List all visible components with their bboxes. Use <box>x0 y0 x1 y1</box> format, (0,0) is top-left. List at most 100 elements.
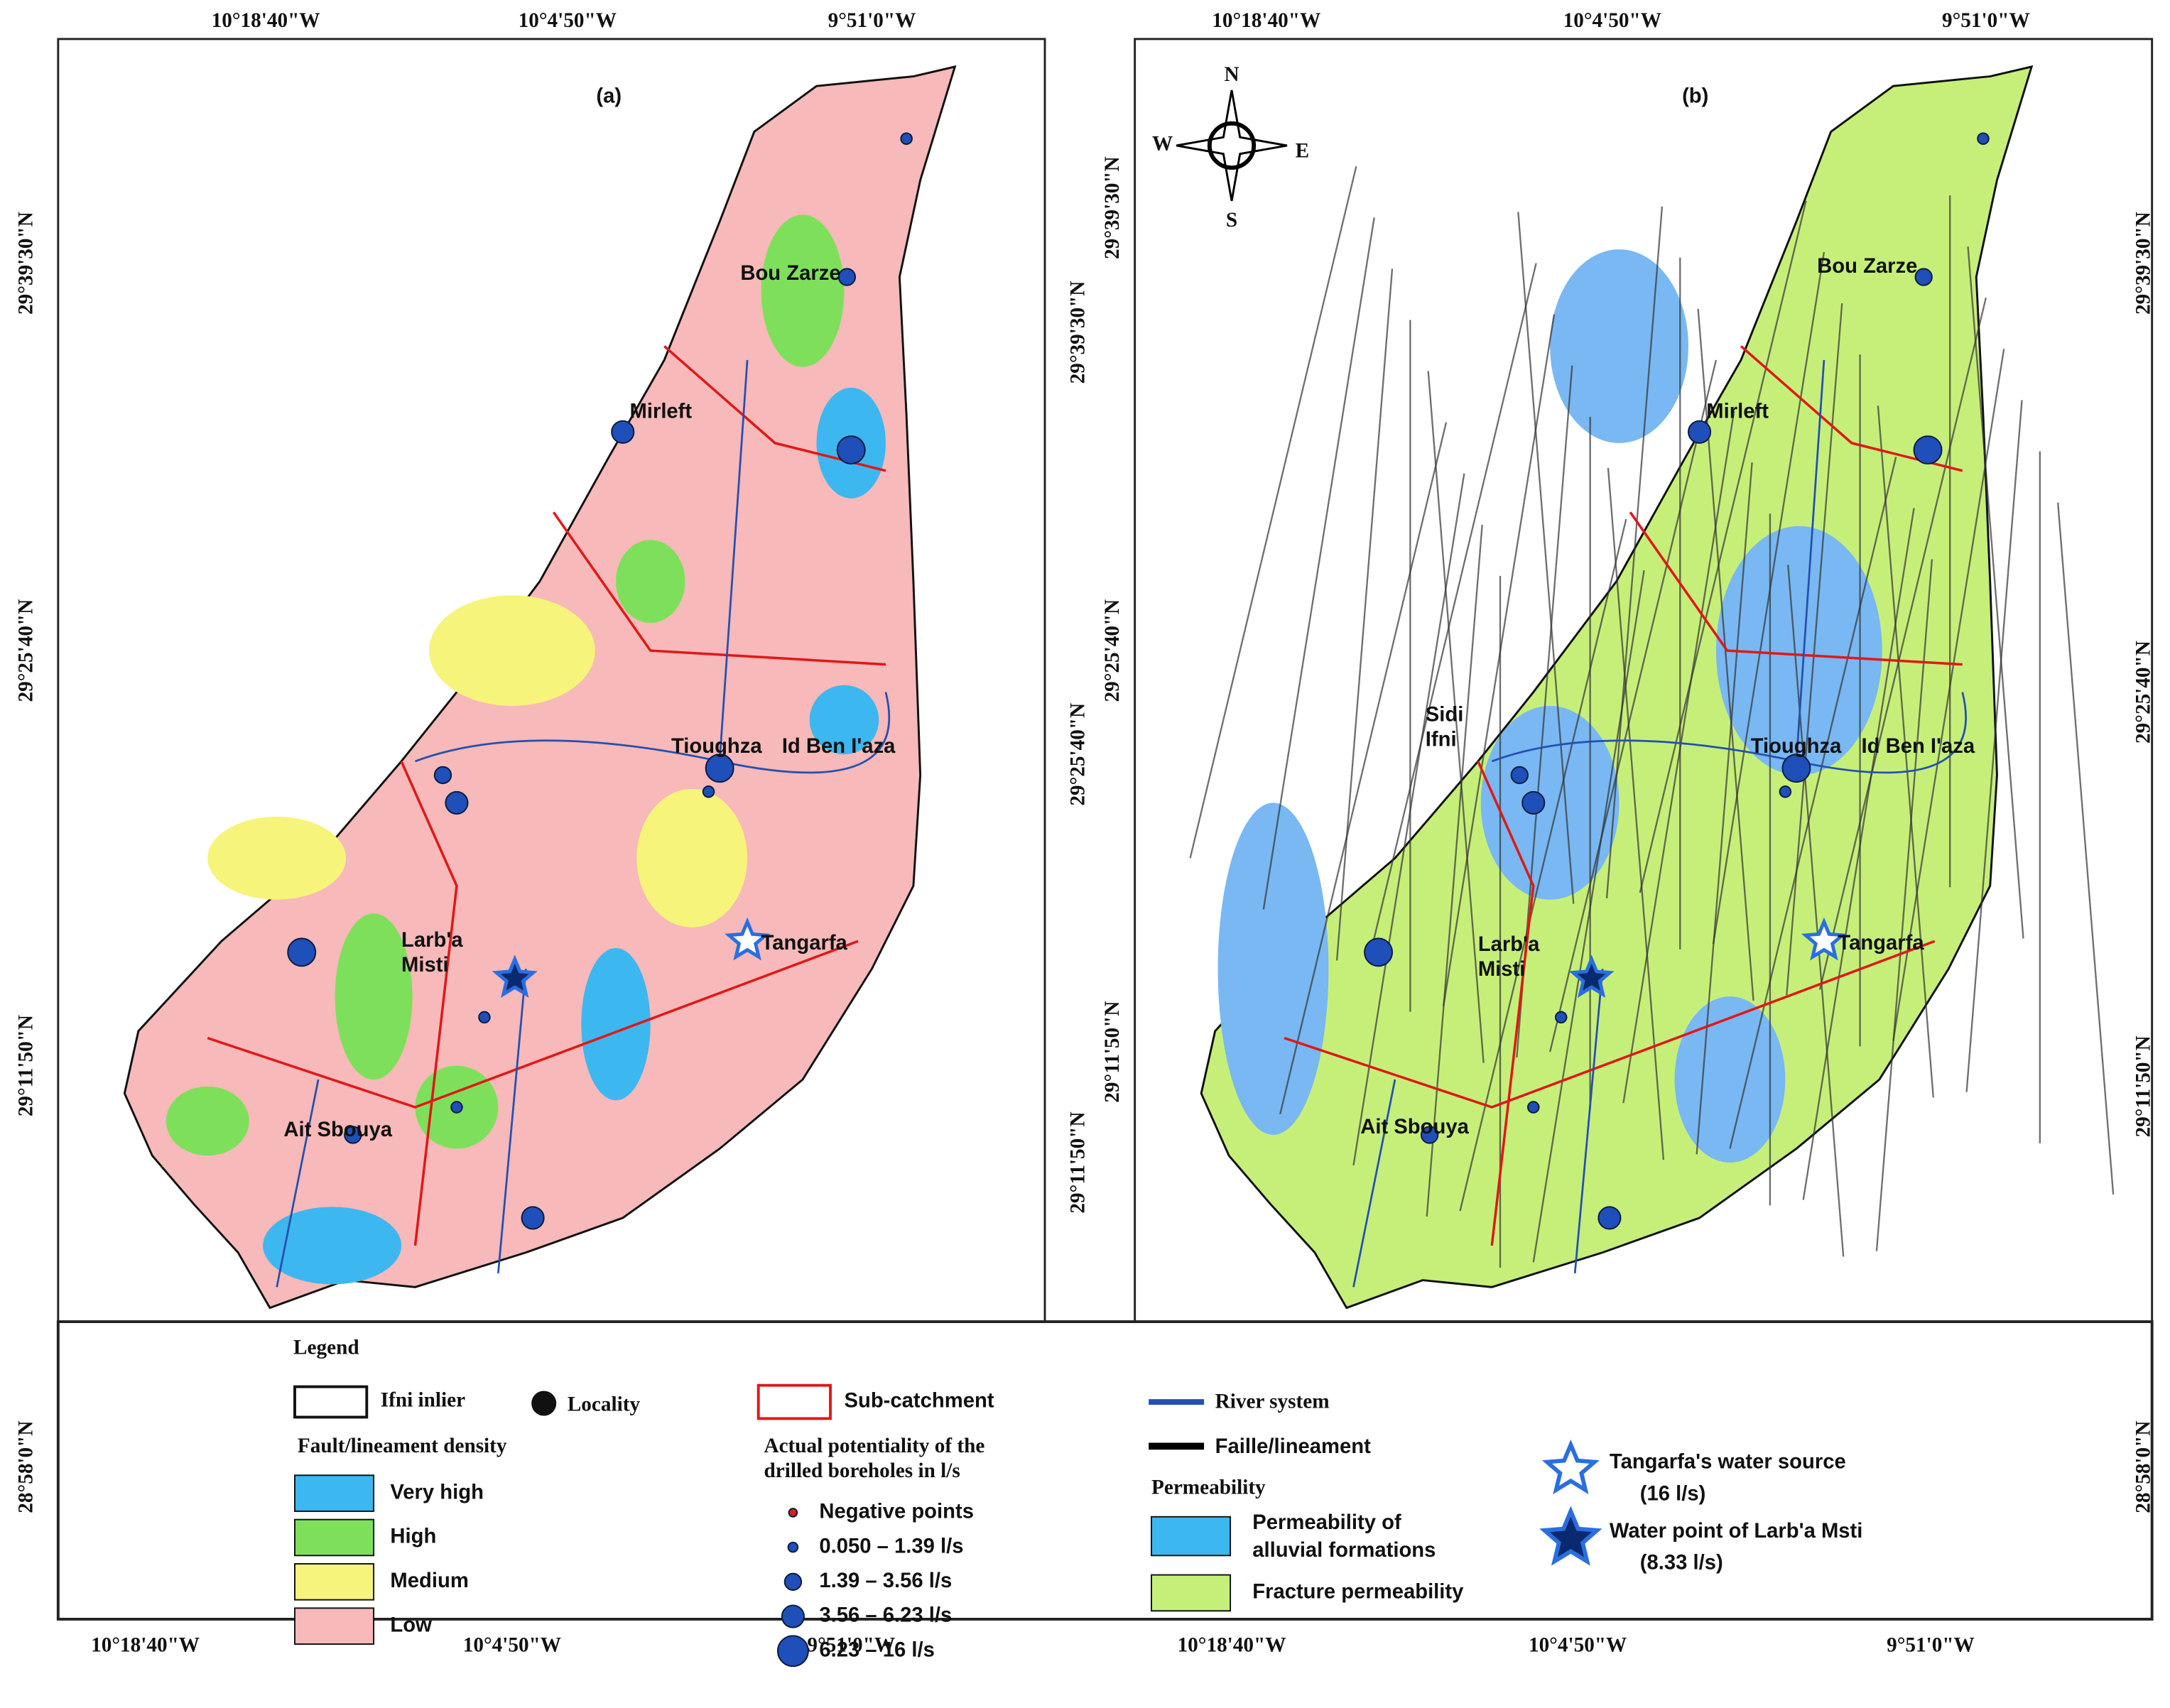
borehole <box>836 435 866 465</box>
lineament <box>1622 410 1735 1104</box>
lineament <box>1892 349 2005 1041</box>
sub-catchment <box>1284 345 1963 1246</box>
lineament <box>1877 406 1934 1098</box>
alluvial-zone <box>1480 706 1620 900</box>
legend-label: Water point of Larb'a Msti <box>1610 1520 1862 1543</box>
longitude-label: 9°51'0"W <box>1942 9 2030 32</box>
legend-swatch <box>1539 1506 1602 1566</box>
borehole <box>1554 1011 1568 1024</box>
place-name: Larb'a <box>401 929 463 952</box>
latitude-label: 29°11'50"N <box>15 1015 38 1116</box>
lineament <box>1352 473 1465 1166</box>
lineament <box>1965 400 2023 1092</box>
place-name: Tioughza <box>1751 735 1842 758</box>
lineament <box>1786 303 1843 996</box>
legend-swatch <box>293 1385 369 1419</box>
borehole <box>1913 435 1943 465</box>
legend-label: Fracture permeability <box>1252 1581 1464 1604</box>
density-zone <box>263 1207 402 1285</box>
legend-label: Low <box>390 1614 432 1636</box>
borehole <box>433 766 452 785</box>
borehole <box>450 1101 463 1114</box>
legend-label: alluvial formations <box>1252 1539 1436 1562</box>
legend-swatch <box>783 1572 803 1591</box>
water-point-star <box>1568 954 1615 998</box>
borehole <box>1688 420 1712 444</box>
latitude-label: 28°58'0"N <box>2132 1421 2155 1513</box>
borehole <box>1510 766 1529 785</box>
latitude-label: 29°11'50"N <box>1101 1001 1124 1103</box>
legend-label: Locality <box>568 1393 641 1416</box>
lineament <box>1605 206 1664 898</box>
density-zone <box>809 685 879 755</box>
lineament <box>1639 200 1807 893</box>
place-name: Mirleft <box>629 401 692 423</box>
borehole <box>521 1206 545 1230</box>
lineament <box>1459 518 1627 1212</box>
lineament <box>1875 559 1933 1251</box>
density-zone <box>616 540 685 624</box>
borehole <box>705 754 734 783</box>
place-name: Ait Sbouya <box>1360 1116 1469 1138</box>
place-name: Tangarfa <box>1838 932 1924 954</box>
place-name: Bou Zarze <box>1817 255 1917 278</box>
latitude-label: 29°39'30"N <box>15 212 38 315</box>
compass-rose <box>1207 121 1257 170</box>
legend-swatch <box>1151 1516 1232 1557</box>
latitude-label: 29°11'50"N <box>1066 1111 1089 1213</box>
lineament <box>1517 212 1575 904</box>
lineament <box>1262 217 1375 910</box>
borehole <box>1597 1206 1622 1230</box>
borehole <box>1521 790 1546 815</box>
place-name: Tangarfa <box>761 932 848 954</box>
legend-frame <box>56 1320 2154 1621</box>
longitude-label: 9°51'0"W <box>807 1634 895 1657</box>
legend-label: River system <box>1215 1391 1330 1413</box>
lineament <box>1549 359 1718 1052</box>
borehole <box>1779 785 1792 798</box>
latitude-label: 29°25'40"N <box>1066 703 1089 806</box>
legend-swatch <box>1541 1439 1600 1495</box>
lineament <box>1696 462 1753 1155</box>
place-name: Misti <box>401 954 449 977</box>
longitude-label: 10°4'50"W <box>519 9 617 32</box>
lineament <box>1607 467 1665 1160</box>
legend-swatch <box>776 1635 809 1668</box>
legend-label: Tangarfa's water source <box>1610 1450 1846 1473</box>
lineament <box>1712 251 1825 945</box>
latitude-label: 28°58'0"N <box>15 1421 38 1513</box>
compass-letter: N <box>1224 63 1239 86</box>
legend-swatch <box>294 1607 375 1645</box>
alluvial-zone <box>1715 526 1882 776</box>
legend-label: 6.23 – 16 l/s <box>819 1638 934 1661</box>
lineament <box>1426 524 1483 1217</box>
legend-heading: Actual potentiality of the <box>764 1435 984 1457</box>
lineament <box>1967 246 2024 939</box>
legend-label: Very high <box>390 1481 484 1503</box>
lineament <box>1369 263 1537 956</box>
alluvial-zone <box>1674 996 1786 1163</box>
place-name: Larb'a <box>1478 933 1540 956</box>
density-zone <box>166 1086 249 1156</box>
borehole <box>1781 754 1811 783</box>
legend-label: (16 l/s) <box>1640 1482 1706 1505</box>
legend-label: Medium <box>390 1570 468 1592</box>
alluvial-zone <box>1550 249 1688 443</box>
latitude-label: 29°39'30"N <box>1066 281 1089 384</box>
compass-letter: W <box>1152 133 1173 156</box>
legend-title: Legend <box>293 1337 359 1359</box>
borehole <box>611 420 635 444</box>
longitude-label: 9°51'0"W <box>1887 1634 1975 1657</box>
legend-label: 0.050 – 1.39 l/s <box>819 1535 963 1557</box>
place-name: Tioughza <box>671 735 762 758</box>
legend-heading: Permeability <box>1151 1476 1266 1498</box>
legend-label: 1.39 – 3.56 l/s <box>819 1570 952 1592</box>
lineament <box>1189 165 1357 859</box>
place-name: Sidi <box>1426 703 1464 726</box>
place-name: Id Ben I'aza <box>782 735 896 758</box>
latitude-label: 29°11'50"N <box>2132 1035 2155 1137</box>
lineament <box>1818 297 1987 990</box>
legend-label: Ifni inlier <box>381 1389 465 1412</box>
